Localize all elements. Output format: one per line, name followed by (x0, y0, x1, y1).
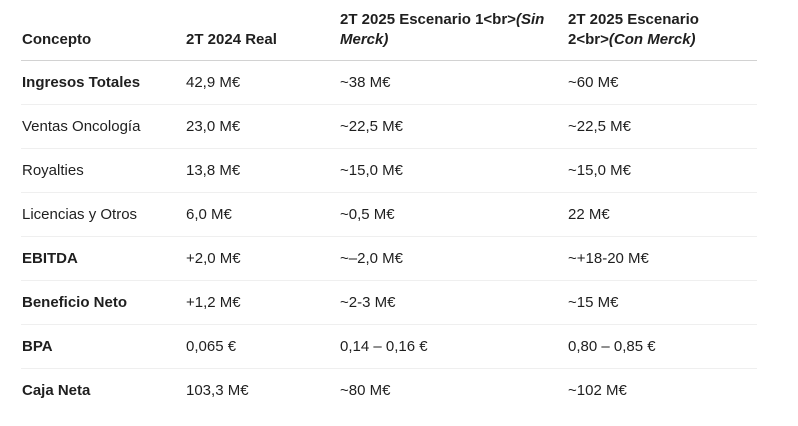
column-header-label: Concepto (22, 31, 92, 48)
row-concept-label: Licencias y Otros (21, 192, 185, 237)
row-concept-label: EBITDA (21, 236, 185, 281)
cell-escenario1: ~0,5 M€ (339, 192, 567, 237)
cell-escenario2: ~60 M€ (567, 60, 757, 105)
table-body: Ingresos Totales 42,9 M€ ~38 M€ ~60 M€ V… (21, 60, 757, 413)
table-row-ebitda: EBITDA +2,0 M€ ~–2,0 M€ ~+18-20 M€ (21, 236, 757, 281)
cell-2t2024-real: 42,9 M€ (185, 60, 339, 105)
cell-escenario2: ~15 M€ (567, 280, 757, 325)
row-concept-label: BPA (21, 324, 185, 369)
cell-2t2024-real: 0,065 € (185, 324, 339, 369)
cell-escenario2: ~22,5 M€ (567, 104, 757, 149)
column-header-escenario1: 2T 2025 Escenario 1<br>(Sin Merck) (339, 1, 567, 61)
table-header: Concepto 2T 2024 Real 2T 2025 Escenario … (21, 1, 757, 61)
column-header-2t2024-real: 2T 2024 Real (185, 1, 339, 61)
cell-escenario1: ~38 M€ (339, 60, 567, 105)
cell-escenario1: ~22,5 M€ (339, 104, 567, 149)
cell-2t2024-real: +2,0 M€ (185, 236, 339, 281)
column-header-italic-suffix: (Con Merck) (608, 31, 696, 48)
cell-escenario1: ~2-3 M€ (339, 280, 567, 325)
table-container: Concepto 2T 2024 Real 2T 2025 Escenario … (21, 1, 757, 412)
table-row-bpa: BPA 0,065 € 0,14 – 0,16 € 0,80 – 0,85 € (21, 324, 757, 369)
column-header-label: 2T 2024 Real (186, 31, 277, 48)
cell-2t2024-real: 13,8 M€ (185, 148, 339, 193)
cell-escenario1: ~–2,0 M€ (339, 236, 567, 281)
table-row-licencias-y-otros: Licencias y Otros 6,0 M€ ~0,5 M€ 22 M€ (21, 192, 757, 237)
cell-escenario2: ~+18-20 M€ (567, 236, 757, 281)
table-row-beneficio-neto: Beneficio Neto +1,2 M€ ~2-3 M€ ~15 M€ (21, 280, 757, 325)
cell-escenario2: 0,80 – 0,85 € (567, 324, 757, 369)
column-header-italic-suffix: (Sin Merck) (340, 11, 545, 48)
column-header-label: 2T 2025 Escenario 1<br> (340, 11, 516, 28)
cell-2t2024-real: 23,0 M€ (185, 104, 339, 149)
cell-2t2024-real: 103,3 M€ (186, 382, 249, 399)
cell-escenario2: ~102 M€ (568, 382, 627, 399)
cell-2t2024-real: 6,0 M€ (185, 192, 339, 237)
table-row-ingresos-totales: Ingresos Totales 42,9 M€ ~38 M€ ~60 M€ (21, 60, 757, 105)
table-row-caja-neta: Caja Neta 103,3 M€ ~80 M€ ~102 M€ (21, 369, 757, 413)
column-header-concepto: Concepto (21, 1, 185, 61)
row-concept-label: Ventas Oncología (21, 104, 185, 149)
cell-escenario2: ~15,0 M€ (567, 148, 757, 193)
row-concept-label: Beneficio Neto (21, 280, 185, 325)
cell-2t2024-real: +1,2 M€ (185, 280, 339, 325)
cell-escenario1: ~80 M€ (340, 382, 391, 399)
table-row-royalties: Royalties 13,8 M€ ~15,0 M€ ~15,0 M€ (21, 148, 757, 193)
cell-escenario1: 0,14 – 0,16 € (339, 324, 567, 369)
cell-escenario1: ~15,0 M€ (339, 148, 567, 193)
column-header-label: 2T 2025 Escenario 2<br> (568, 11, 699, 48)
financial-scenarios-table: Concepto 2T 2024 Real 2T 2025 Escenario … (21, 1, 757, 412)
table-row-ventas-oncologia: Ventas Oncología 23,0 M€ ~22,5 M€ ~22,5 … (21, 104, 757, 149)
row-concept-label: Ingresos Totales (21, 60, 185, 105)
column-header-escenario2: 2T 2025 Escenario 2<br>(Con Merck) (567, 1, 757, 61)
row-concept-label: Caja Neta (22, 382, 91, 399)
row-concept-label: Royalties (21, 148, 185, 193)
cell-escenario2: 22 M€ (567, 192, 757, 237)
header-row: Concepto 2T 2024 Real 2T 2025 Escenario … (21, 1, 757, 61)
